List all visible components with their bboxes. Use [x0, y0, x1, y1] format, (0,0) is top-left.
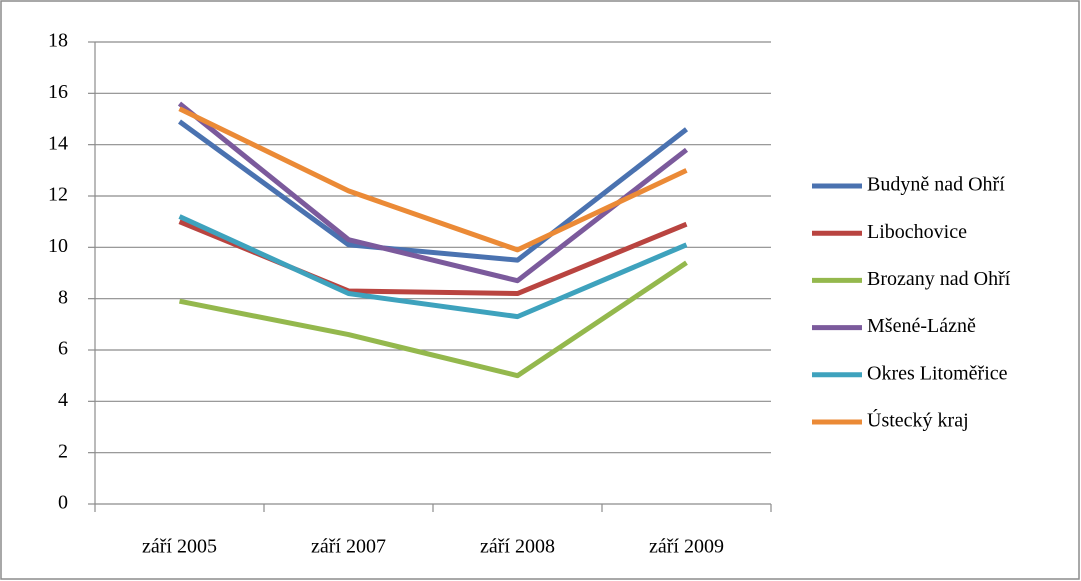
y-tick-label: 16: [48, 81, 68, 103]
legend-label: Budyně nad Ohří: [867, 174, 1005, 196]
series-line: [177, 101, 689, 284]
y-tick-label: 2: [58, 440, 68, 462]
series-line: [178, 214, 688, 320]
legend-label: Okres Litoměřice: [867, 362, 1008, 384]
y-tick-label: 6: [58, 338, 68, 360]
series-line: [178, 119, 689, 263]
x-tick-label: září 2007: [311, 536, 386, 558]
y-tick-label: 8: [58, 286, 68, 308]
y-tick-label: 12: [48, 184, 68, 206]
y-tick-label: 18: [48, 30, 68, 52]
legend-label: Ústecký kraj: [867, 408, 969, 432]
y-tick-label: 0: [58, 492, 68, 514]
y-tick-label: 14: [48, 132, 68, 154]
x-tick-label: září 2009: [649, 536, 724, 558]
x-tick-label: září 2008: [480, 536, 555, 558]
y-tick-label: 10: [48, 235, 68, 257]
legend-label: Brozany nad Ohří: [867, 268, 1011, 290]
x-tick-label: září 2005: [142, 536, 217, 558]
legend-label: Mšené-Lázně: [867, 315, 976, 337]
series-line: [178, 106, 688, 253]
y-tick-label: 4: [58, 389, 68, 411]
series-line: [179, 260, 688, 379]
legend-label: Libochovice: [867, 221, 967, 243]
